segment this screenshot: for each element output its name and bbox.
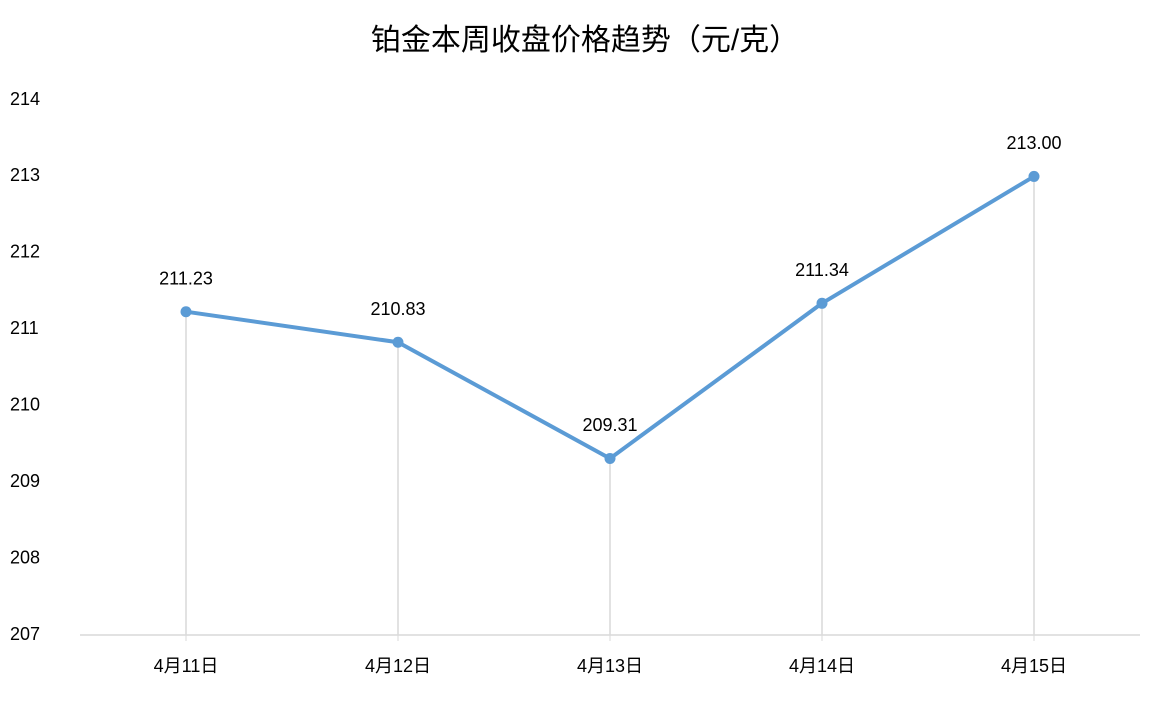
y-tick-label: 213 <box>10 165 40 185</box>
data-point <box>816 297 828 309</box>
data-point <box>392 336 404 348</box>
y-tick-label: 209 <box>10 471 40 491</box>
data-point <box>180 306 192 318</box>
data-label: 211.23 <box>159 268 213 288</box>
data-label: 211.34 <box>795 260 849 280</box>
x-tick-label: 4月12日 <box>365 656 431 676</box>
y-tick-label: 210 <box>10 394 40 414</box>
x-tick-label: 4月15日 <box>1001 656 1067 676</box>
x-tick-label: 4月11日 <box>154 656 219 676</box>
y-tick-label: 211 <box>10 318 39 338</box>
data-point <box>604 452 616 464</box>
data-point <box>1028 170 1040 182</box>
y-tick-label: 207 <box>10 624 40 644</box>
data-label: 210.83 <box>370 299 425 319</box>
y-tick-label: 208 <box>10 547 40 567</box>
y-tick-label: 214 <box>10 89 40 109</box>
x-tick-label: 4月13日 <box>577 656 643 676</box>
chart-title: 铂金本周收盘价格趋势（元/克） <box>371 24 799 57</box>
y-tick-label: 212 <box>10 242 40 262</box>
data-label: 213.00 <box>1006 133 1061 153</box>
x-tick-label: 4月14日 <box>789 656 855 676</box>
data-label: 209.31 <box>582 415 637 435</box>
